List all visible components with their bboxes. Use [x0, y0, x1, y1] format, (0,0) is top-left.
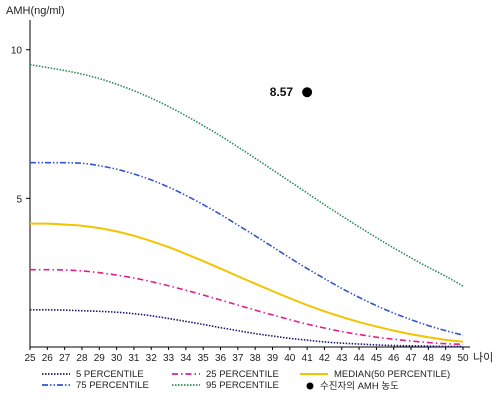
- series-line-95-percentile: [29, 63, 464, 287]
- x-tick-label: 41: [302, 353, 314, 364]
- x-tick-label: 25: [24, 353, 36, 364]
- x-tick-label: 35: [198, 353, 210, 364]
- x-tick-label: 37: [232, 353, 244, 364]
- x-tick-label: 50: [457, 353, 469, 364]
- x-tick-label: 30: [111, 353, 123, 364]
- patient-marker: 8.57: [270, 85, 313, 99]
- x-tick-label: 46: [388, 353, 400, 364]
- series-line-25-percentile: [29, 268, 464, 346]
- legend: 5 PERCENTILE 25 PERCENTILE MEDIAN(50 PERCE…: [42, 369, 450, 392]
- x-tick-label: 47: [405, 353, 417, 364]
- x-tick-label: 32: [146, 353, 158, 364]
- legend-label: 25 PERCENTILE: [206, 369, 279, 380]
- y-tick-label: 5: [16, 194, 22, 205]
- x-tick-label: 33: [163, 353, 175, 364]
- x-tick-label: 48: [423, 353, 435, 364]
- x-axis-label: 나이: [473, 351, 493, 364]
- x-tick-label: 36: [215, 353, 227, 364]
- x-tick-label: 40: [284, 353, 296, 364]
- x-tick-label: 39: [267, 353, 279, 364]
- x-tick-label: 45: [371, 353, 383, 364]
- x-tick-label: 44: [354, 353, 366, 364]
- y-axis-label: AMH(ng/ml): [6, 5, 65, 17]
- patient-amh-point: [302, 87, 313, 98]
- x-tick-label: 29: [94, 353, 106, 364]
- x-tick-label: 42: [319, 353, 331, 364]
- x-ticks: 25 26 27 28 29 30 31 32 33 34 35 36 37 38 39 40 41 42 43 44…: [24, 347, 469, 364]
- x-tick-label: 49: [440, 353, 452, 364]
- patient-amh-value-label: 8.57: [270, 85, 294, 99]
- legend-label: 수진자의 AMH 농도: [320, 381, 399, 392]
- legend-point-swatch: [306, 382, 314, 390]
- x-tick-label: 38: [250, 353, 262, 364]
- series-line-median-50-percentile: [29, 222, 464, 343]
- x-tick-label: 34: [180, 353, 192, 364]
- x-tick-label: 31: [128, 353, 140, 364]
- x-tick-label: 43: [336, 353, 348, 364]
- x-tick-label: 28: [76, 353, 88, 364]
- series-lines: [29, 63, 464, 348]
- y-tick-label: 10: [11, 46, 23, 57]
- legend-label: 75 PERCENTILE: [76, 380, 149, 391]
- x-tick-label: 27: [59, 353, 71, 364]
- legend-label: 5 PERCENTILE: [76, 369, 144, 380]
- legend-label: 95 PERCENTILE: [206, 380, 279, 391]
- series-line-75-percentile: [30, 161, 464, 336]
- x-tick-label: 26: [42, 353, 54, 364]
- y-ticks: 5 10: [11, 46, 30, 205]
- legend-label: MEDIAN(50 PERCENTILE): [334, 369, 450, 380]
